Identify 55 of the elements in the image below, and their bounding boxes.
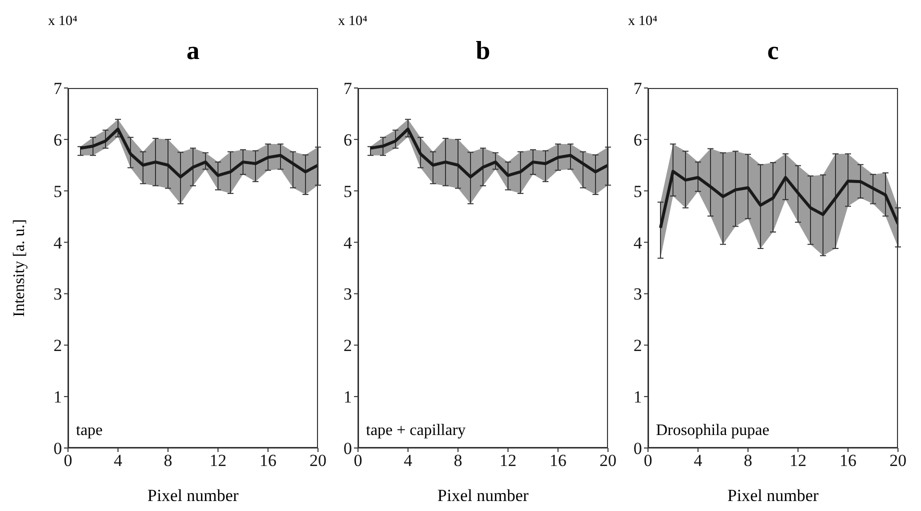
x-tick-label: 20 [600, 451, 616, 470]
y-tick-label: 2 [54, 336, 62, 356]
line-series [659, 170, 898, 230]
y-tick-label: 1 [344, 388, 352, 407]
x-tick-label: 12 [210, 451, 226, 470]
chart-title: a [186, 36, 200, 66]
x-tick-label: 16 [550, 451, 566, 470]
y-tick-label: 1 [54, 388, 62, 407]
y-tick-label: 5 [634, 182, 642, 201]
x-axis-title: Pixel number [436, 486, 530, 506]
text: x 10⁴ [48, 14, 78, 30]
x-tick-label: 4 [114, 451, 123, 470]
x-tick-label: 12 [790, 451, 806, 470]
y-tick-label: 3 [634, 284, 642, 304]
x-tick-label: 20 [890, 451, 906, 470]
x-tick-label: 4 [404, 451, 413, 470]
x-tick-label: 8 [454, 451, 462, 470]
x-tick-label: 12 [500, 451, 516, 470]
y-tick-label: 4 [344, 233, 352, 252]
y-tick-label: 0 [344, 439, 352, 458]
line-series [369, 128, 608, 178]
x-tick-label: 8 [744, 451, 752, 470]
y-tick-label: 7 [54, 79, 62, 98]
y-tick-label: 3 [54, 284, 62, 304]
y-axis-title: Intensity [a. u.] [11, 219, 29, 317]
text: x 10⁴ [628, 14, 658, 30]
line-series [79, 128, 318, 178]
annotation: tape [76, 422, 103, 440]
y-tick-label: 4 [54, 233, 62, 252]
y-tick-label: 2 [634, 336, 642, 356]
annotation: tape + capillary [366, 422, 466, 440]
chart-title: c [766, 36, 780, 66]
x-tick-label: 4 [694, 451, 703, 470]
y-tick-label: 5 [344, 182, 352, 201]
y-tick-label: 0 [54, 439, 62, 458]
y-tick-label: 6 [344, 130, 352, 150]
y-tick-label: 4 [634, 233, 642, 252]
y-tick-label: 7 [634, 79, 642, 98]
annotation: Drosophila pupae [656, 422, 770, 440]
x-tick-label: 20 [310, 451, 326, 470]
x-axis-title: Pixel number [726, 486, 820, 506]
text: x 10⁴ [338, 14, 368, 30]
y-tick-label: 6 [634, 130, 642, 150]
y-tick-label: 5 [54, 182, 62, 201]
x-axis-title: Pixel number [146, 486, 240, 506]
y-tick-label: 7 [344, 79, 352, 98]
x-tick-label: 16 [840, 451, 856, 470]
y-tick-label: 1 [634, 388, 642, 407]
y-tick-label: 0 [634, 439, 642, 458]
y-tick-label: 3 [344, 284, 352, 304]
x-tick-label: 16 [260, 451, 276, 470]
y-tick-label: 6 [54, 130, 62, 150]
y-tick-label: 2 [344, 336, 352, 356]
chart-title: b [474, 36, 492, 66]
x-tick-label: 8 [164, 451, 172, 470]
